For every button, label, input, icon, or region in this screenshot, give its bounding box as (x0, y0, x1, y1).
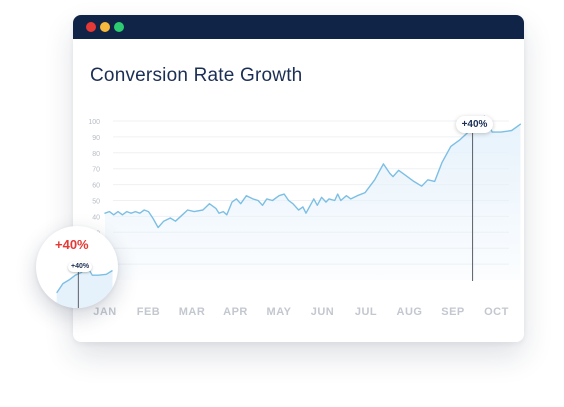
x-tick-label: AUG (397, 306, 423, 318)
y-tick-label: 60 (92, 183, 100, 190)
conversion-rate-chart: 102030405060708090100JANFEBMARAPRMAYJUNJ… (88, 115, 522, 318)
y-tick-label: 80 (92, 151, 100, 158)
x-tick-label: APR (223, 306, 248, 318)
zoom-magnifier: +40% +40% (36, 226, 118, 308)
chart-title: Conversion Rate Growth (90, 65, 303, 86)
maximize-window-button[interactable] (114, 22, 124, 32)
chart-window: Conversion Rate Growth 10203040506070809… (73, 15, 524, 342)
magnifier-area-fill (56, 265, 113, 308)
close-window-button[interactable] (86, 22, 96, 32)
magnifier-growth-label: +40% (55, 237, 89, 252)
x-tick-label: OCT (484, 306, 509, 318)
y-tick-label: 50 (92, 199, 100, 206)
x-tick-label: FEB (137, 306, 161, 318)
x-tick-label: SEP (441, 306, 465, 318)
y-tick-label: 90 (92, 135, 100, 142)
y-tick-label: 40 (92, 214, 100, 221)
window-titlebar (73, 15, 524, 39)
x-tick-label: JUL (355, 306, 377, 318)
magnifier-callout-badge: +40% (68, 262, 93, 272)
minimize-window-button[interactable] (100, 22, 110, 32)
x-tick-label: JAN (93, 306, 117, 318)
series-line (104, 115, 522, 229)
x-tick-label: JUN (311, 306, 335, 318)
y-tick-label: 100 (88, 119, 100, 126)
x-tick-label: MAR (179, 306, 206, 318)
y-tick-label: 70 (92, 167, 100, 174)
series-area-fill (105, 116, 521, 280)
peak-callout-badge: +40% (455, 116, 494, 133)
x-tick-label: MAY (267, 306, 292, 318)
